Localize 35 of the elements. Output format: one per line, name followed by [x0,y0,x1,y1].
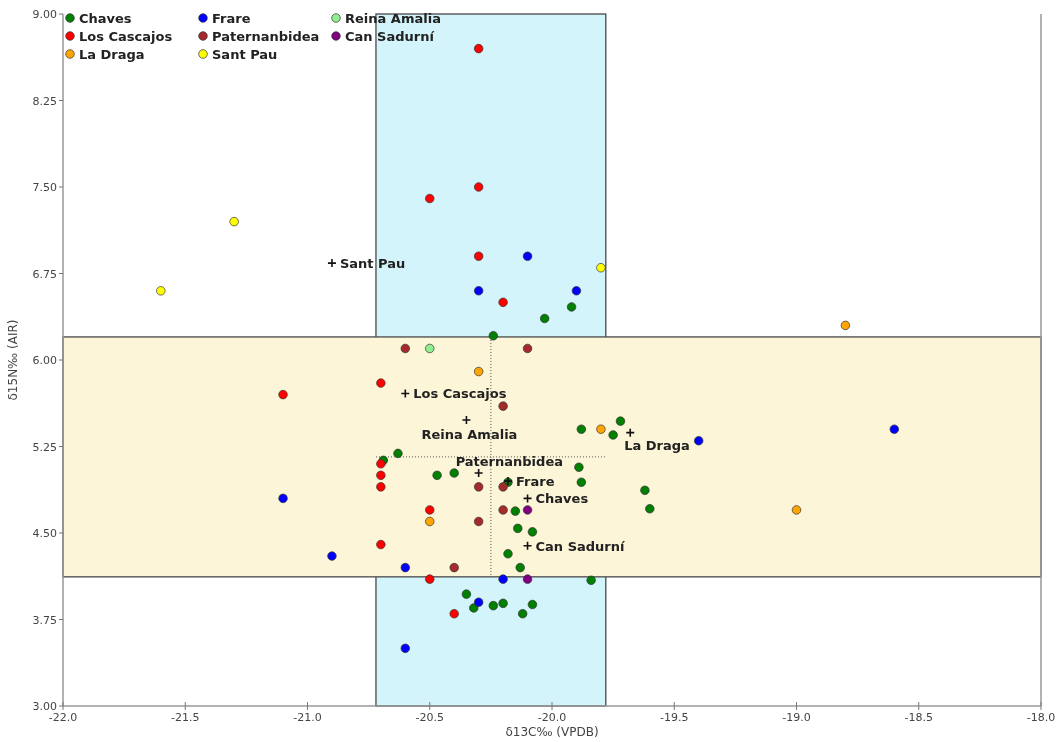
y-tick-label: 3.00 [32,700,57,713]
y-tick-label: 7.50 [32,181,57,194]
data-label: Los Cascajos [413,386,507,402]
x-tick-label: -19.0 [782,711,811,724]
data-label: Sant Pau [339,256,406,272]
y-tick-label: 6.00 [32,354,57,367]
y-tick-label: 9.00 [32,8,57,21]
y-axis-title: δ15N‰ (AIR) [6,319,20,401]
data-label: Paternanbidea [455,454,563,470]
x-tick-label: -20.5 [415,711,444,724]
legend-label: Chaves [79,11,132,26]
y-tick-label: 3.75 [32,613,57,627]
x-tick-label: -21.0 [293,711,322,724]
data-label: Can Sadurní [535,538,627,554]
data-label: La Draga [624,437,690,453]
legend-label: Frare [212,11,251,26]
x-tick-label: -20.0 [537,711,567,724]
y-tick-label: 4.50 [32,527,57,540]
data-label: Chaves [535,491,589,507]
x-tick-label: -18.0 [1026,711,1056,724]
data-label: Reina Amalia [421,426,518,442]
legend-label: Can Sadurní [345,29,436,44]
x-tick-label: -19.5 [660,711,689,724]
y-tick-label: 6.75 [32,267,57,281]
data-label: Frare [515,474,555,490]
legend-label: Sant Pau [212,47,278,62]
x-tick-label: -22.0 [48,711,78,724]
y-tick-label: 5.25 [32,440,57,454]
legend-label: Paternanbidea [212,29,320,44]
x-axis-title: δ13C‰ (VPDB) [505,725,599,739]
x-tick-label: -21.5 [171,711,200,724]
legend-label: Los Cascajos [79,29,173,44]
x-tick-label: -18.5 [904,711,933,724]
legend-label: La Draga [79,47,145,62]
y-tick-label: 8.25 [32,94,57,108]
